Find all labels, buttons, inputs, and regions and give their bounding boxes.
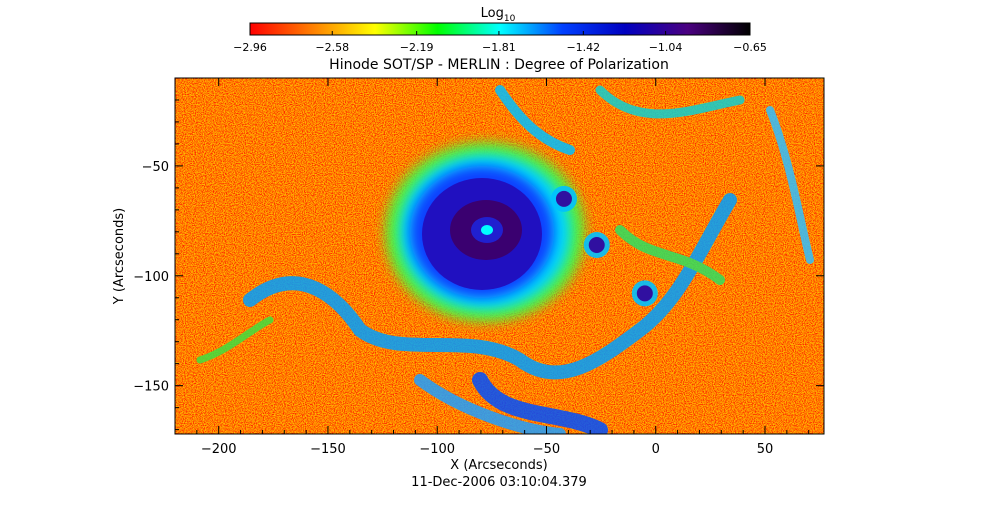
x-tick-label: −150 bbox=[310, 442, 346, 457]
pore bbox=[636, 285, 653, 302]
y-tick-label: −50 bbox=[142, 160, 169, 175]
colorbar bbox=[249, 22, 751, 36]
x-tick-label: −100 bbox=[419, 442, 455, 457]
colorbar-tick-label: −1.81 bbox=[482, 41, 516, 54]
colorbar-tick-label: −2.19 bbox=[400, 41, 434, 54]
x-tick-label: 50 bbox=[757, 442, 774, 457]
colorbar-tick-label: −1.42 bbox=[566, 41, 600, 54]
x-tick-label: 0 bbox=[652, 442, 660, 457]
colorbar-ticks: −2.96 −2.58 −2.19 −1.81 −1.42 −1.04 −0.65 bbox=[233, 31, 767, 54]
y-tick-label: −100 bbox=[133, 270, 169, 285]
observation-date: 11-Dec-2006 03:10:04.379 bbox=[411, 475, 587, 490]
colorbar-tick-label: −0.65 bbox=[733, 41, 767, 54]
colorbar-tick-label: −2.96 bbox=[233, 41, 267, 54]
pore bbox=[588, 237, 605, 254]
colorbar-tick-label: −2.58 bbox=[315, 41, 349, 54]
y-axis-label: Y (Arcseconds) bbox=[112, 208, 127, 305]
magnetic-network bbox=[196, 85, 814, 434]
chart-title: Hinode SOT/SP - MERLIN : Degree of Polar… bbox=[329, 57, 669, 73]
pores bbox=[550, 185, 658, 307]
y-axis: −50 −100 −150 bbox=[133, 77, 824, 431]
x-tick-label: −50 bbox=[533, 442, 560, 457]
x-axis-label: X (Arcseconds) bbox=[450, 458, 547, 473]
polarization-map bbox=[175, 78, 824, 434]
sunspot bbox=[385, 142, 585, 322]
colorbar-title: Log10 bbox=[481, 6, 516, 24]
x-axis: −200 −150 −100 −50 0 50 bbox=[196, 78, 810, 457]
pore bbox=[555, 190, 572, 207]
x-tick-label: −200 bbox=[201, 442, 237, 457]
y-tick-label: −150 bbox=[133, 380, 169, 395]
plot-frame bbox=[174, 77, 825, 435]
colorbar-tick-label: −1.04 bbox=[649, 41, 683, 54]
